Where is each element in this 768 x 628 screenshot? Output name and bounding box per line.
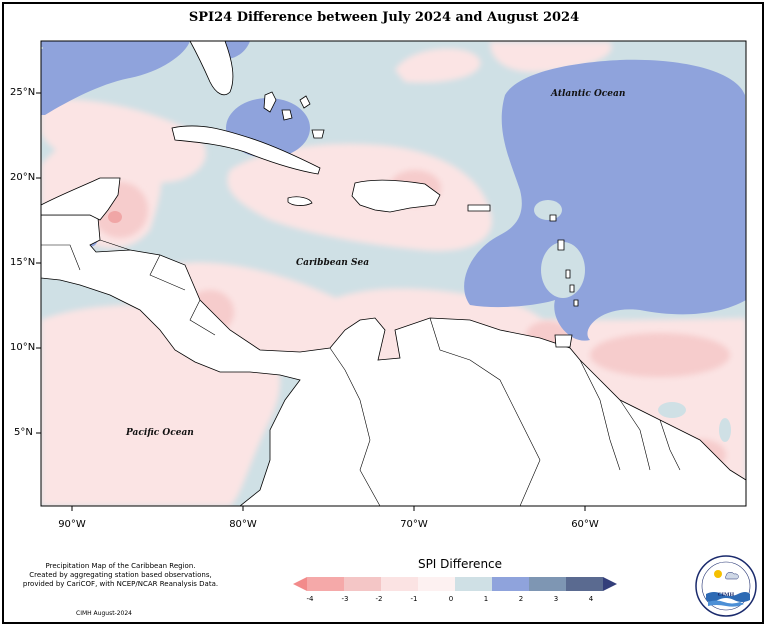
lat-label-5n: 5°N bbox=[14, 427, 33, 438]
lat-label-15n: 15°N bbox=[10, 257, 36, 268]
lat-label-10n: 10°N bbox=[10, 342, 36, 353]
map-title: SPI24 Difference between July 2024 and A… bbox=[188, 10, 580, 25]
caribbean-sea-label: Caribbean Sea bbox=[296, 258, 370, 268]
lat-label-20n: 20°N bbox=[10, 172, 36, 183]
map-border bbox=[40, 40, 747, 507]
lon-label-60w: 60°W bbox=[571, 519, 599, 530]
caption-line-3: provided by CariCOF, with NCEP/NCAR Rean… bbox=[22, 580, 219, 588]
legend-tick: -4 bbox=[306, 595, 314, 603]
legend-tick: 3 bbox=[553, 595, 559, 603]
atlantic-ocean-label: Atlantic Ocean bbox=[551, 89, 626, 99]
lon-ticks bbox=[71, 506, 586, 511]
map-caption: Precipitation Map of the Caribbean Regio… bbox=[8, 562, 233, 589]
lat-label-25n: 25°N bbox=[10, 87, 36, 98]
legend-tick: -3 bbox=[341, 595, 349, 603]
lon-label-70w: 70°W bbox=[400, 519, 428, 530]
legend-tick: 0 bbox=[448, 595, 454, 603]
credit-text: CIMH August-2024 bbox=[76, 610, 132, 617]
logo-text: CIMH bbox=[717, 592, 735, 598]
lat-ticks bbox=[36, 92, 41, 434]
cloud-icon bbox=[725, 572, 739, 580]
legend-tick: 1 bbox=[483, 595, 489, 603]
caption-line-2: Created by aggregating station based obs… bbox=[29, 571, 212, 579]
wave-icon bbox=[706, 592, 750, 602]
legend-tick: 4 bbox=[588, 595, 594, 603]
lon-label-90w: 90°W bbox=[58, 519, 86, 530]
land-outlines bbox=[41, 41, 746, 506]
cimh-logo bbox=[695, 555, 757, 617]
legend-title: SPI Difference bbox=[417, 557, 503, 571]
strong-negative-spot bbox=[108, 211, 122, 223]
caption-line-1: Precipitation Map of the Caribbean Regio… bbox=[45, 562, 196, 570]
pacific-ocean-label: Pacific Ocean bbox=[126, 428, 194, 438]
legend-tick: -2 bbox=[375, 595, 383, 603]
legend-tick: -1 bbox=[410, 595, 418, 603]
lon-label-80w: 80°W bbox=[229, 519, 257, 530]
sun-icon bbox=[714, 570, 722, 578]
country-borders bbox=[41, 239, 681, 506]
legend-tick: 2 bbox=[518, 595, 524, 603]
